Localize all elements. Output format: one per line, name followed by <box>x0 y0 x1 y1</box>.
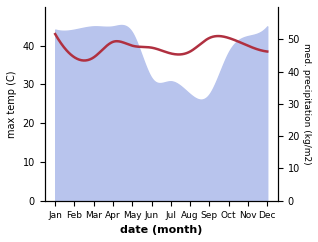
Y-axis label: med. precipitation (kg/m2): med. precipitation (kg/m2) <box>302 43 311 165</box>
Y-axis label: max temp (C): max temp (C) <box>7 70 17 138</box>
X-axis label: date (month): date (month) <box>120 225 203 235</box>
